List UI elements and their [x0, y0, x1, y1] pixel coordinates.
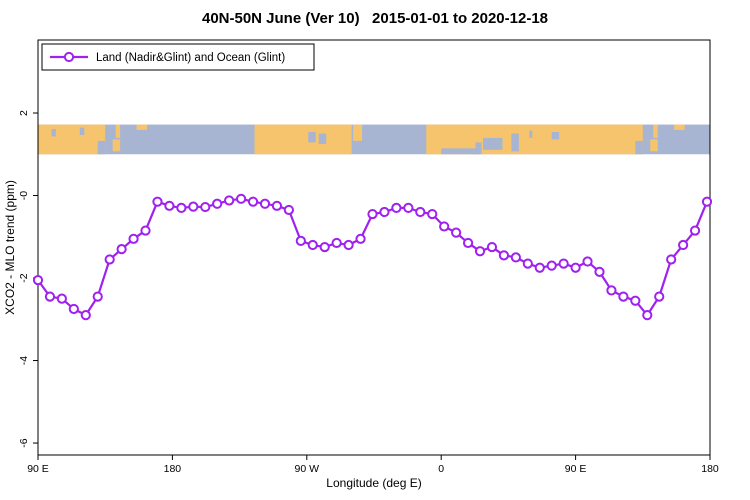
- map-strip-land-segment: [112, 139, 121, 152]
- data-point-marker: [498, 250, 510, 261]
- x-tick-label: 90 E: [565, 463, 587, 475]
- data-point-marker: [689, 225, 701, 236]
- data-point-marker: [451, 227, 462, 238]
- data-point-marker: [295, 235, 306, 246]
- map-strip-land-segment: [115, 124, 121, 138]
- map-strip-land-segment: [650, 139, 658, 152]
- data-point-marker: [415, 206, 426, 218]
- map-strip-land-segment: [653, 124, 658, 138]
- data-point-marker: [594, 266, 605, 277]
- data-point-marker: [307, 239, 318, 251]
- data-point-marker: [44, 291, 56, 302]
- data-point-marker: [56, 293, 67, 304]
- y-tick-label: -2: [18, 273, 30, 282]
- map-strip-ocean-patch: [308, 131, 316, 143]
- data-point-marker: [701, 196, 713, 207]
- map-strip-ocean-patch: [318, 133, 327, 144]
- data-point-marker: [474, 246, 486, 257]
- map-strip-ocean-patch: [51, 129, 56, 137]
- data-point-marker: [403, 202, 414, 213]
- data-point-marker: [570, 262, 581, 273]
- legend-label: Land (Nadir&Glint) and Ocean (Glint): [96, 52, 285, 64]
- y-axis-title: XCO2 - MLO trend (ppm): [3, 180, 17, 315]
- data-point-marker: [259, 198, 271, 209]
- data-point-marker: [247, 196, 259, 207]
- map-strip-land-segment: [353, 124, 363, 141]
- map-strip-land-segment: [254, 124, 352, 155]
- data-point-marker: [92, 291, 103, 302]
- data-point-marker: [546, 260, 557, 271]
- data-point-marker: [654, 291, 665, 302]
- data-point-marker: [128, 233, 139, 244]
- x-tick-label: 180: [701, 463, 719, 475]
- data-point-marker: [606, 285, 617, 296]
- map-strip-ocean-patch: [483, 137, 503, 150]
- data-point-marker: [558, 258, 569, 269]
- data-point-marker: [283, 204, 294, 216]
- data-point-marker: [355, 233, 366, 244]
- data-point-marker: [80, 310, 91, 321]
- x-tick-label: 90 W: [295, 463, 320, 475]
- map-strip-land-segment: [674, 124, 685, 130]
- data-point-marker: [271, 200, 283, 211]
- y-tick-label: -4: [18, 356, 30, 365]
- data-point-marker: [68, 303, 79, 315]
- chart-title: 40N-50N June (Ver 10) 2015-01-01 to 2020…: [201, 10, 549, 27]
- data-point-marker: [391, 202, 402, 213]
- x-tick-label: 90 E: [27, 463, 49, 475]
- data-point-marker: [188, 201, 199, 212]
- map-strip-land-segment: [38, 124, 106, 155]
- data-point-marker: [522, 258, 533, 269]
- map-strip-ocean-patch: [511, 133, 519, 152]
- data-point-marker: [343, 239, 354, 251]
- data-point-marker: [235, 193, 247, 204]
- map-strip-land-segment: [136, 124, 148, 130]
- data-point-marker: [331, 237, 342, 249]
- data-point-marker: [164, 200, 175, 211]
- x-axis-title: Longitude (deg E): [326, 476, 421, 490]
- y-tick-label: 2: [18, 110, 30, 116]
- data-point-marker: [367, 208, 378, 220]
- data-point-marker: [510, 252, 521, 263]
- data-point-marker: [200, 201, 211, 213]
- data-point-marker: [140, 225, 151, 236]
- data-point-marker: [319, 241, 330, 253]
- data-point-marker: [224, 195, 235, 206]
- data-point-marker: [439, 221, 450, 232]
- x-tick-label: 0: [438, 463, 444, 475]
- data-point-marker: [116, 244, 127, 255]
- data-point-marker: [104, 254, 115, 265]
- data-point-marker: [486, 241, 498, 253]
- data-point-marker: [32, 274, 44, 286]
- map-strip-ocean-patch: [551, 131, 560, 140]
- data-point-marker: [678, 239, 689, 251]
- data-point-marker: [379, 206, 390, 218]
- data-point-marker: [666, 254, 677, 265]
- x-tick-label: 180: [164, 463, 182, 475]
- data-point-marker: [618, 291, 629, 302]
- map-strip-ocean-patch: [79, 127, 85, 135]
- data-point-marker: [462, 237, 474, 249]
- y-tick-label: -0: [18, 191, 30, 200]
- y-tick-label: -6: [18, 438, 30, 447]
- legend-marker-sample: [63, 51, 75, 63]
- data-point-marker: [582, 256, 593, 267]
- map-strip-ocean-patch: [97, 140, 106, 155]
- map-strip-ocean-patch: [475, 142, 482, 155]
- data-point-marker: [212, 198, 223, 209]
- data-point-marker: [152, 196, 163, 207]
- data-point-marker: [427, 208, 438, 220]
- data-point-marker: [630, 295, 641, 306]
- data-point-marker: [642, 310, 653, 321]
- map-strip-ocean-patch: [529, 130, 533, 138]
- data-point-marker: [176, 202, 187, 213]
- map-strip-ocean-patch: [441, 148, 481, 155]
- plot-border: [37, 39, 711, 456]
- map-strip-ocean-patch: [635, 140, 643, 155]
- data-point-marker: [534, 262, 545, 273]
